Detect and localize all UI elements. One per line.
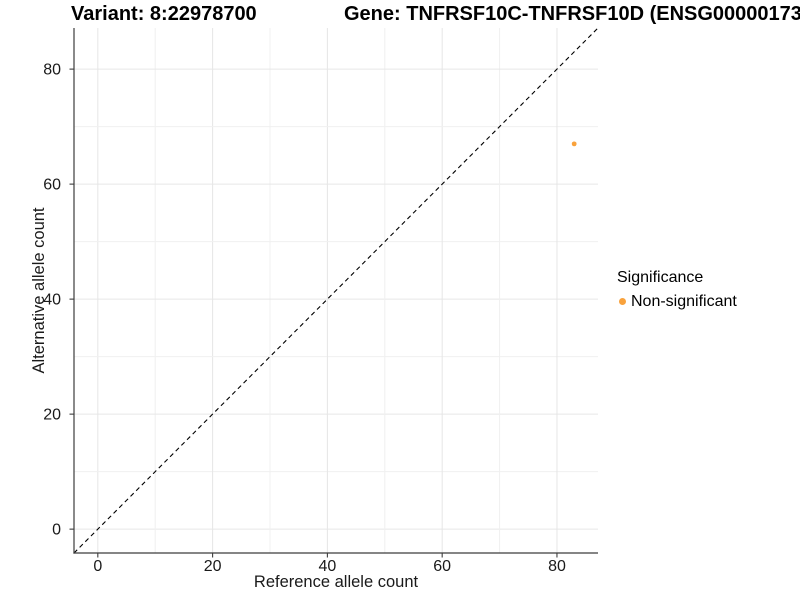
y-tick-label: 80 — [43, 62, 61, 79]
legend-item: Non-significant — [616, 291, 737, 312]
legend: Significance Non-significant — [616, 268, 737, 312]
legend-title: Significance — [617, 269, 704, 286]
y-tick-label: 0 — [52, 522, 61, 539]
gene-title: Gene: TNFRSF10C-TNFRSF10D (ENSG00000173 — [344, 3, 800, 25]
y-tick-label: 40 — [43, 292, 61, 309]
variant-title: Variant: 8:22978700 — [71, 3, 257, 25]
x-tick-label: 80 — [548, 558, 566, 575]
legend-items: Non-significant — [616, 291, 737, 312]
x-axis-title: Reference allele count — [254, 573, 419, 591]
x-tick-label: 20 — [204, 558, 222, 575]
data-point — [571, 141, 577, 147]
y-axis-title: Alternative allele count — [30, 207, 48, 373]
y-tick-label: 60 — [43, 177, 61, 194]
legend-item-label: Non-significant — [631, 292, 737, 310]
legend-swatch-icon — [619, 298, 626, 305]
x-tick-label: 0 — [93, 558, 102, 575]
y-tick-label: 20 — [43, 407, 61, 424]
x-tick-label: 40 — [318, 558, 336, 575]
x-tick-label: 60 — [433, 558, 451, 575]
identity-line — [73, 27, 599, 554]
